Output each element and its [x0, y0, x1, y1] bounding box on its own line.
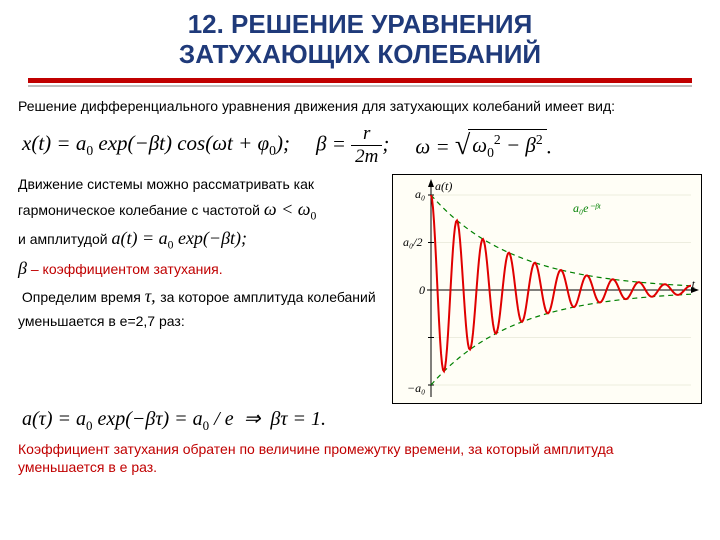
inline-amp: a(t) = a0 exp(−βt); [111, 228, 247, 248]
final-equation: a(τ) = a0 exp(−βτ) = a0 / e ⇒ βτ = 1. [0, 404, 720, 438]
y-top-label: a₀ [415, 187, 425, 202]
title-line-2: ЗАТУХАЮЩИХ КОЛЕБАНИЙ [20, 40, 700, 70]
inline-freq: ω < ω0 [264, 199, 316, 219]
decay-chart: a(t) a₀ a₀/2 0 −a₀ t a₀e⁻ᵝᵗ [392, 174, 702, 404]
title-line-1: 12. РЕШЕНИЕ УРАВНЕНИЯ [20, 10, 700, 40]
zero-label: 0 [419, 283, 425, 298]
para-2: и амплитудой [18, 231, 111, 247]
body-text: Движение системы можно рассматривать как… [18, 174, 384, 404]
para-3a: Определим время [22, 289, 145, 305]
beta-symbol: β [18, 258, 27, 278]
eq-solution: x(t) = a0 exp(−βt) cos(ωt + φ0); [22, 131, 290, 159]
chart-column: a(t) a₀ a₀/2 0 −a₀ t a₀e⁻ᵝᵗ [392, 174, 702, 404]
chart-svg [393, 175, 703, 405]
x-axis-label: t [692, 277, 695, 292]
beta-def: – коэффициентом затухания [31, 261, 219, 277]
rule-gray [28, 85, 692, 87]
conclusion-text: Коэффициент затухания обратен по величин… [0, 438, 720, 476]
y-half-label: a₀/2 [403, 235, 423, 250]
slide-title: 12. РЕШЕНИЕ УРАВНЕНИЯ ЗАТУХАЮЩИХ КОЛЕБАН… [0, 0, 720, 78]
title-rule [0, 78, 720, 93]
envelope-label: a₀e⁻ᵝᵗ [573, 201, 600, 216]
equation-row: x(t) = a0 exp(−βt) cos(ωt + φ0); β = r 2… [0, 121, 720, 174]
eq-omega: ω = √ ω02 − β2 . [415, 129, 552, 161]
y-bottom-label: −a₀ [407, 381, 425, 396]
content-row: Движение системы можно рассматривать как… [0, 174, 720, 404]
eq-beta: β = r 2m ; [316, 123, 389, 168]
tau-symbol: τ, [145, 286, 160, 306]
frac-beta: r 2m [351, 123, 382, 168]
rule-red [28, 78, 692, 83]
intro-text: Решение дифференциального уравнения движ… [0, 93, 720, 121]
y-axis-label: a(t) [435, 179, 452, 194]
